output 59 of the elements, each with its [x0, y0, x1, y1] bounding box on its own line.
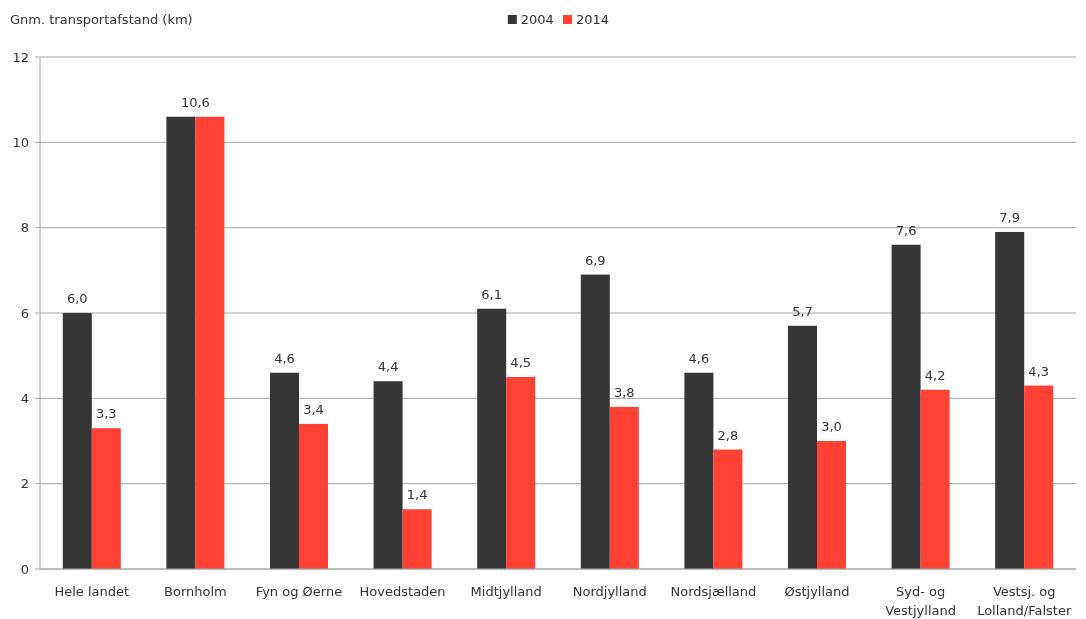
y-tick-label: 8	[20, 220, 29, 236]
x-tick-label: Midtjylland	[470, 584, 542, 599]
data-label: 6,0	[66, 291, 88, 306]
bar	[713, 449, 743, 569]
data-label: 6,1	[481, 286, 503, 302]
data-label: 4,6	[274, 350, 295, 366]
bar	[891, 244, 921, 569]
legend-label: 2004	[520, 12, 554, 27]
bar	[580, 274, 610, 569]
bar	[609, 406, 639, 569]
bar	[1024, 385, 1054, 569]
bar	[506, 377, 536, 569]
x-tick-label: Østjylland	[784, 584, 850, 599]
bar	[91, 428, 121, 569]
bar	[787, 325, 817, 569]
data-label: 4,4	[377, 359, 399, 375]
bar	[299, 423, 329, 569]
data-label: 1,4	[406, 487, 428, 503]
data-label: 6,9	[584, 252, 606, 268]
x-tick-label: Hele landet	[54, 584, 130, 599]
bar	[166, 116, 196, 569]
x-tick-label: Bornholm	[164, 584, 227, 599]
data-label: 7,9	[999, 209, 1021, 225]
bar	[373, 381, 403, 569]
data-label: 2,8	[717, 427, 739, 443]
y-tick-label: 6	[20, 305, 29, 321]
bar	[817, 441, 847, 569]
x-tick-label: Nordsjælland	[670, 584, 757, 599]
x-tick-label: Syd- og Vestjylland	[885, 584, 956, 618]
bar	[684, 372, 714, 569]
y-tick-label: 0	[20, 561, 29, 577]
x-tick-label: Vestsj. og Lolland/Falster	[977, 584, 1072, 618]
data-label: 4,6	[688, 350, 710, 366]
y-tick-label: 2	[20, 476, 29, 492]
data-label: 10,6	[180, 94, 210, 110]
bar	[195, 116, 225, 569]
data-label: 4,3	[1028, 363, 1050, 379]
bar	[995, 231, 1025, 569]
bar	[402, 509, 432, 569]
bar	[62, 313, 92, 569]
y-tick-label: 10	[12, 134, 29, 150]
bar	[477, 308, 507, 569]
data-label: 4,5	[510, 355, 532, 370]
bar	[920, 389, 950, 569]
x-tick-label: Hovedstaden	[359, 584, 446, 599]
data-label: 7,6	[895, 222, 917, 238]
legend-label: 2014	[576, 12, 610, 27]
data-label: 3,3	[95, 406, 117, 422]
x-tick-label: Nordjylland	[572, 584, 647, 599]
data-label: 3,4	[303, 401, 324, 417]
x-tick-label: Fyn og Øerne	[255, 584, 343, 599]
data-label: 3,0	[821, 419, 842, 434]
data-label: 3,8	[613, 384, 635, 400]
y-tick-label: 12	[12, 49, 29, 65]
data-label: 4,2	[924, 367, 946, 383]
data-label: 5,7	[792, 303, 813, 319]
bar	[269, 372, 299, 569]
y-tick-label: 4	[20, 390, 29, 406]
y-axis-title: Gnm. transportafstand (km)	[10, 12, 193, 27]
